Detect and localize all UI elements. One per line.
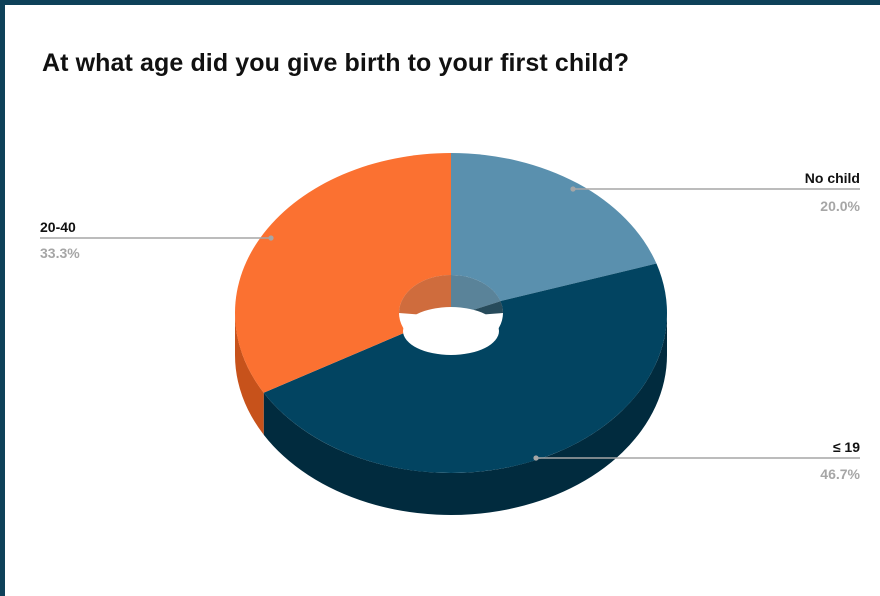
hole-opening bbox=[403, 307, 499, 355]
slice-name-1: ≤ 19 bbox=[833, 439, 860, 455]
leader-dot-1 bbox=[533, 455, 539, 461]
hole-wall-2-0 bbox=[399, 275, 451, 317]
leader-dot-2 bbox=[268, 235, 274, 241]
slice-percent-2: 33.3% bbox=[40, 245, 80, 261]
pie-side-walls bbox=[235, 313, 667, 516]
slice-percent-1: 46.7% bbox=[820, 466, 860, 482]
pie-side-2 bbox=[235, 313, 264, 435]
pie-side-1 bbox=[263, 313, 667, 516]
slice-label-0: No child 20.0% bbox=[570, 170, 861, 214]
slice-name-0: No child bbox=[805, 170, 860, 186]
slice-name-2: 20-40 bbox=[40, 219, 76, 235]
pie-slice-2 bbox=[234, 153, 451, 393]
pie-slice-0 bbox=[451, 152, 657, 313]
slice-percent-0: 20.0% bbox=[820, 198, 860, 214]
pie-slice-1 bbox=[263, 263, 668, 474]
hole-wall-0-0 bbox=[451, 275, 501, 317]
slice-label-1: ≤ 19 46.7% bbox=[533, 439, 861, 482]
leader-dot-0 bbox=[570, 186, 576, 192]
pie-center-hole bbox=[399, 275, 503, 355]
pie-labels: No child 20.0% ≤ 19 46.7% 20-40 33.3% bbox=[40, 170, 861, 482]
chart-title: At what age did you give birth to your f… bbox=[42, 49, 630, 77]
slice-label-2: 20-40 33.3% bbox=[40, 219, 274, 261]
pie-top-faces bbox=[234, 152, 668, 474]
